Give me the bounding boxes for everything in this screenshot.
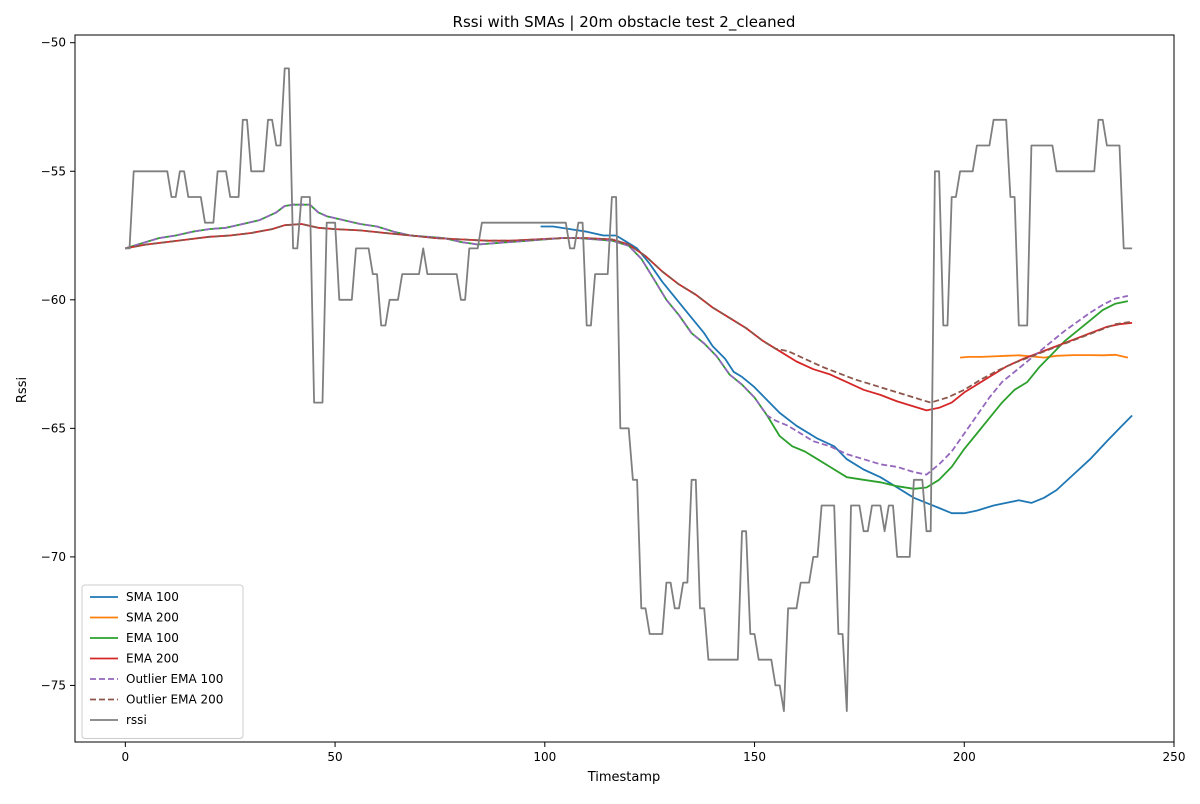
series-line-rssi xyxy=(125,67,1133,712)
x-axis: 0 50 100 150 200 250 xyxy=(122,742,1186,764)
y-tick-label: −75 xyxy=(41,678,66,692)
legend: SMA 100 SMA 200 EMA 100 EMA 200 Outlier EMA … xyxy=(81,584,244,739)
y-axis-label: Rssi xyxy=(15,377,30,403)
x-tick-label: 100 xyxy=(533,750,556,764)
x-tick-label: 50 xyxy=(327,750,342,764)
x-tick-label: 200 xyxy=(953,750,976,764)
series-line-outlier-ema-100 xyxy=(125,203,1129,476)
legend-label: EMA 200 xyxy=(126,652,179,666)
x-tick-label: 150 xyxy=(743,750,766,764)
legend-label: Outlier EMA 100 xyxy=(126,672,223,686)
legend-label: Outlier EMA 200 xyxy=(126,693,223,707)
series-line-sma-200 xyxy=(960,353,1129,359)
chart-title: Rssi with SMAs | 20m obstacle test 2_cle… xyxy=(453,13,796,32)
legend-label: EMA 100 xyxy=(126,631,179,645)
legend-label: SMA 100 xyxy=(126,590,179,604)
x-axis-label: Timestamp xyxy=(587,770,661,785)
y-axis: −75 −70 −65 −60 −55 −50 xyxy=(41,36,75,692)
y-tick-label: −60 xyxy=(41,293,66,307)
x-tick-label: 250 xyxy=(1163,750,1186,764)
legend-label: rssi xyxy=(126,713,147,727)
legend-box xyxy=(81,584,244,739)
y-tick-label: −55 xyxy=(41,164,66,178)
legend-label: SMA 200 xyxy=(126,611,179,625)
plot-frame xyxy=(74,34,1175,743)
y-tick-label: −65 xyxy=(41,421,66,435)
y-tick-label: −70 xyxy=(41,550,66,564)
y-tick-label: −50 xyxy=(41,36,66,50)
x-tick-label: 0 xyxy=(122,750,130,764)
series-line-ema-100 xyxy=(125,203,1129,490)
plot-lines xyxy=(125,67,1133,712)
